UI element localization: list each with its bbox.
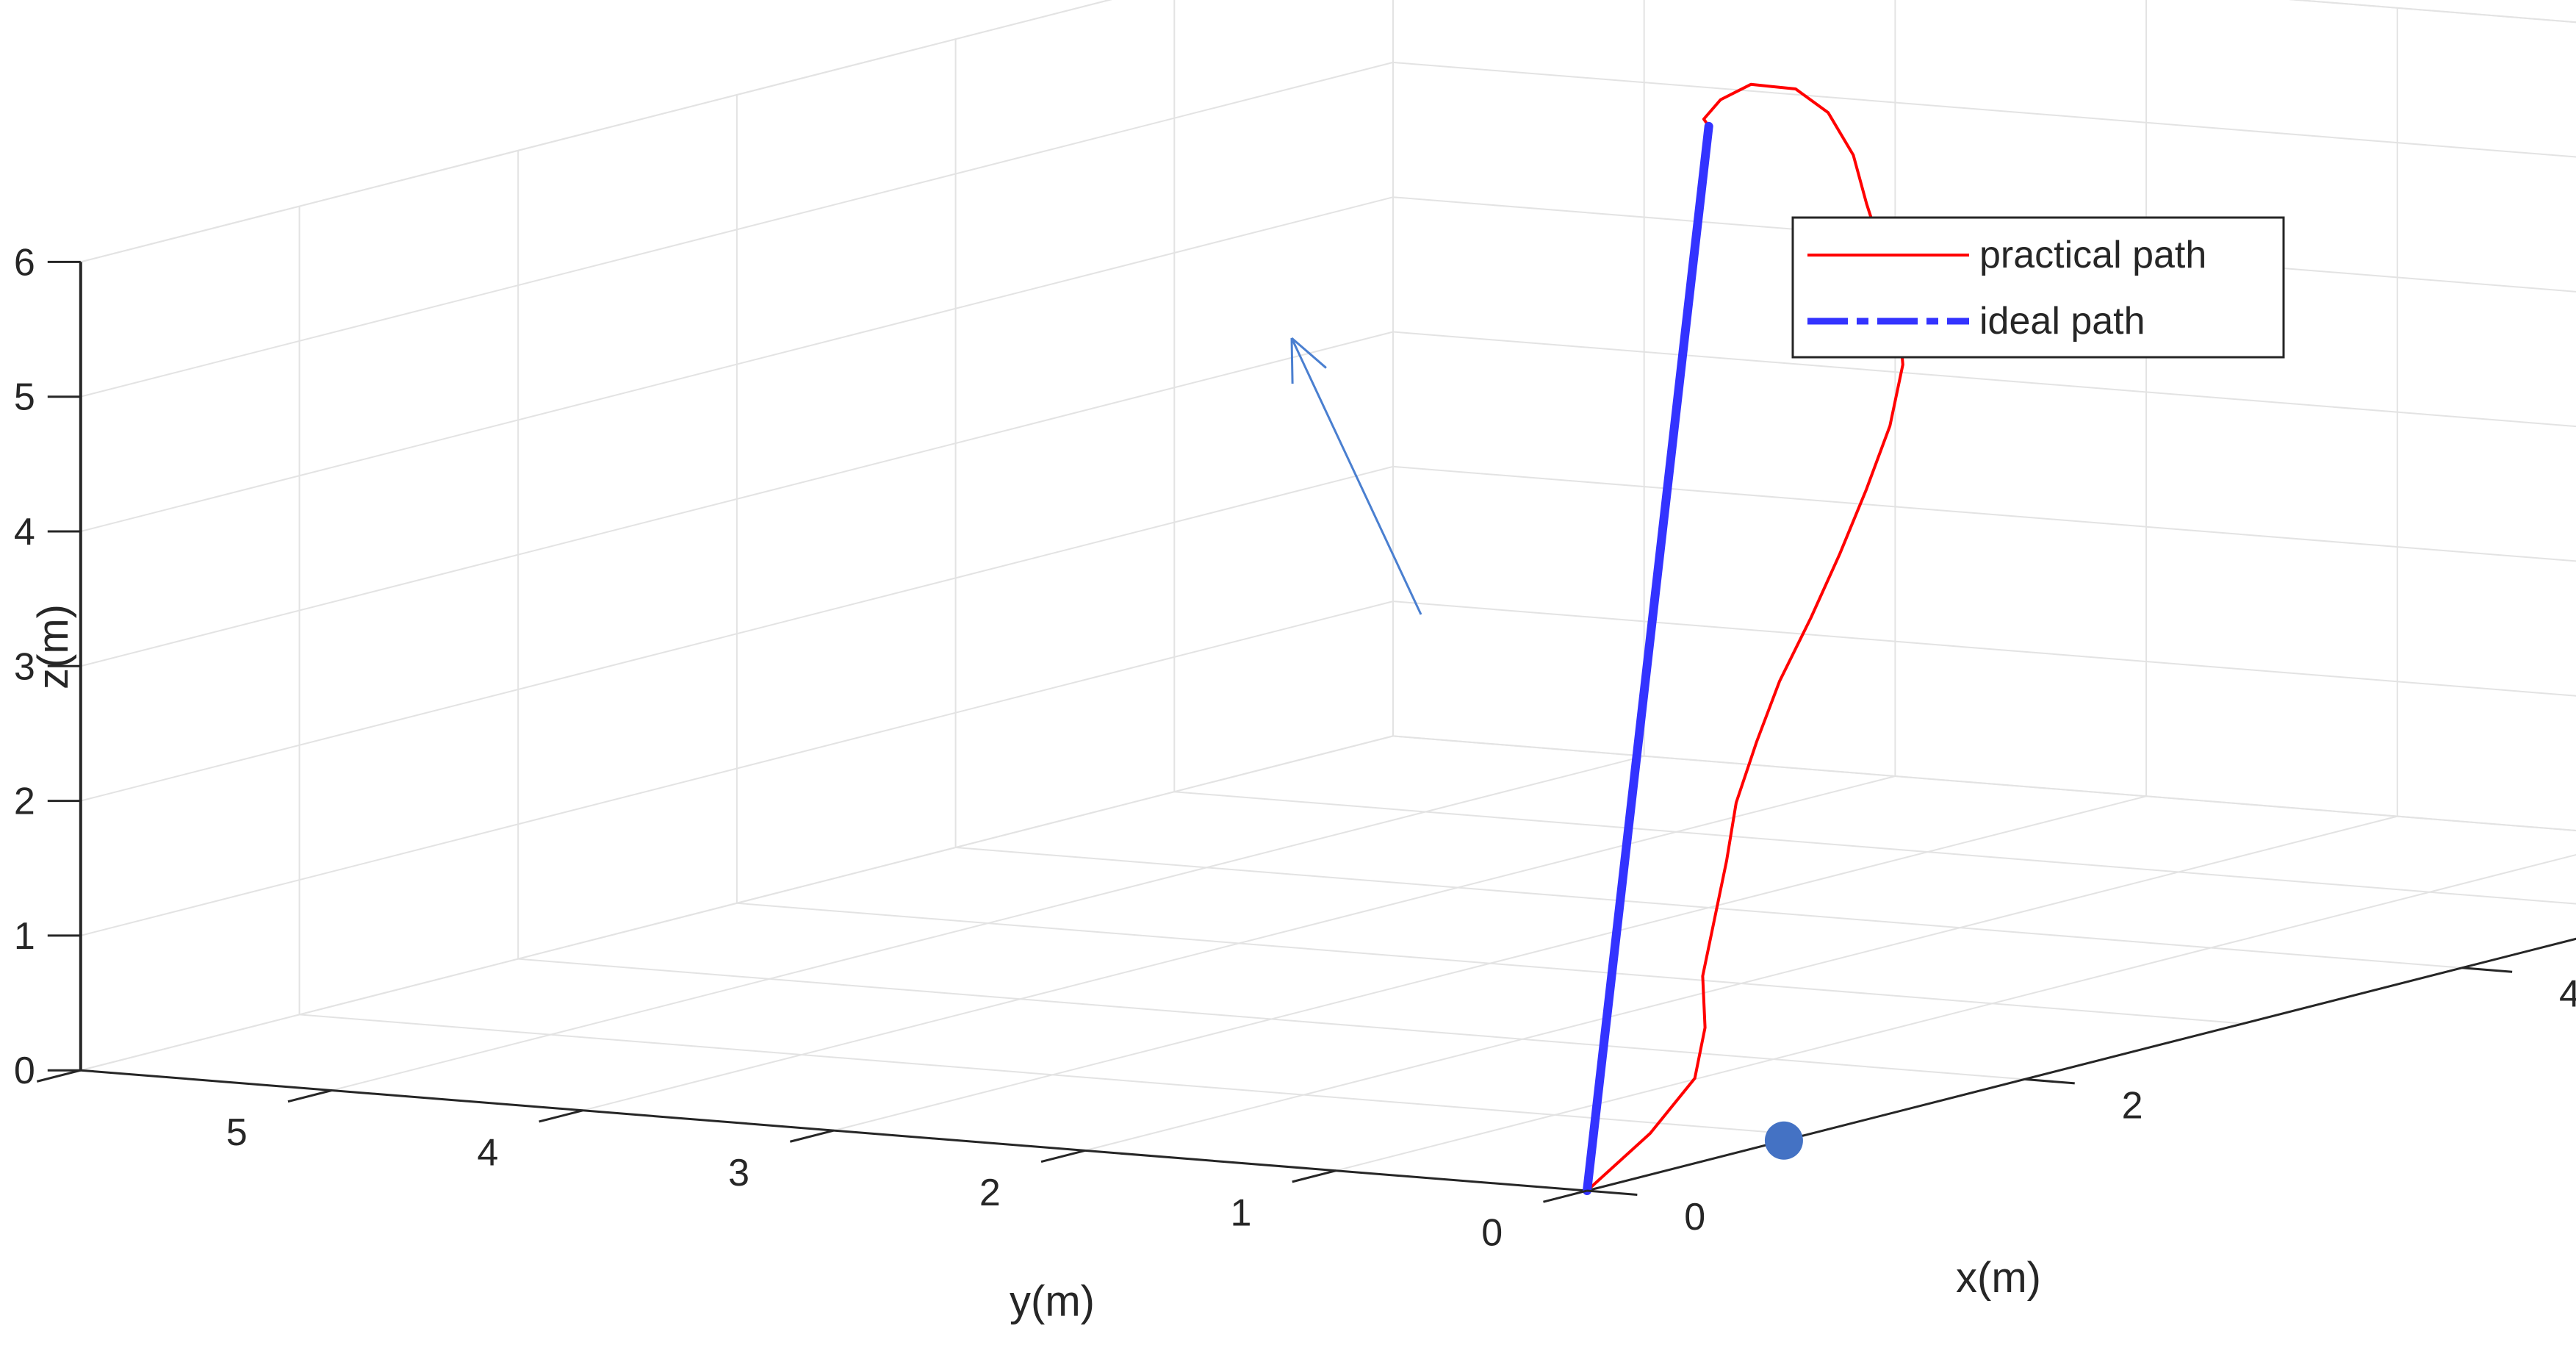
gridline-floor-y bbox=[1084, 815, 2398, 1152]
direction-arrow-shaft bbox=[1290, 337, 1422, 615]
y-tick-label: 2 bbox=[979, 1172, 1001, 1214]
x-axis-line bbox=[1586, 937, 2576, 1192]
gridline-floor-y bbox=[331, 755, 1644, 1091]
x-tick-label: 4 bbox=[2559, 973, 2576, 1016]
legend-box bbox=[1791, 216, 2285, 359]
gridline-floor-y bbox=[1336, 853, 2576, 1172]
series-line-practical-path bbox=[1586, 82, 1904, 1192]
z-tick-label: 2 bbox=[14, 781, 35, 823]
grid-layer bbox=[79, 0, 2576, 1191]
start-marker bbox=[1764, 1121, 1803, 1160]
tick-layer: 024601234560123456 bbox=[14, 241, 2576, 1255]
z-tick-label: 4 bbox=[14, 511, 35, 553]
gridline-side-wall-z bbox=[2289, 0, 2576, 24]
gridline-side-wall-z bbox=[1392, 465, 2576, 562]
z-axis-label: z(m) bbox=[29, 604, 77, 689]
direction-arrow-head bbox=[1291, 337, 1327, 369]
x-tick bbox=[2024, 1078, 2075, 1085]
z-tick-label: 3 bbox=[14, 645, 35, 688]
y-tick bbox=[1543, 1189, 1588, 1203]
x-tick-label: 0 bbox=[1684, 1196, 1705, 1238]
legend: practical path ideal path bbox=[1791, 216, 2285, 359]
y-tick bbox=[1292, 1169, 1336, 1183]
z-tick-label: 1 bbox=[14, 915, 35, 958]
gridline-back-wall-z bbox=[80, 465, 1394, 802]
box-edge-top-side bbox=[2289, 0, 2576, 24]
y-tick bbox=[789, 1129, 835, 1143]
y-axis-label: y(m) bbox=[1010, 1277, 1095, 1325]
y-tick bbox=[539, 1109, 583, 1123]
gridline-back-wall-z bbox=[80, 196, 1394, 532]
y-tick-label: 4 bbox=[477, 1132, 498, 1175]
box-edge-top-back bbox=[80, 0, 1112, 263]
series-line-ideal-path bbox=[1583, 121, 1713, 1195]
gridline-back-wall-z bbox=[80, 61, 1394, 398]
z-tick-label: 5 bbox=[14, 376, 35, 419]
series-layer bbox=[1583, 82, 1904, 1195]
x-axis-label: x(m) bbox=[1956, 1254, 2041, 1302]
gridline-back-wall-z bbox=[80, 735, 1394, 1072]
x-tick bbox=[1586, 1189, 1638, 1196]
gridline-side-wall-z bbox=[1392, 331, 2576, 428]
y-tick bbox=[36, 1069, 82, 1083]
gridline-floor-y bbox=[582, 775, 1896, 1111]
gridline-side-wall-z bbox=[1392, 61, 2576, 158]
gridline-side-wall-z bbox=[1392, 735, 2576, 832]
gridline-back-wall-z bbox=[80, 331, 1394, 667]
x-tick bbox=[2461, 967, 2513, 973]
z-tick-label: 6 bbox=[14, 241, 35, 284]
legend-label-practical-path: practical path bbox=[1979, 234, 2206, 276]
gridline-floor-y bbox=[833, 795, 2147, 1132]
legend-label-ideal-path: ideal path bbox=[1979, 300, 2145, 343]
y-tick-label: 3 bbox=[728, 1152, 749, 1194]
gridline-floor-x bbox=[1392, 735, 2576, 832]
y-tick-label: 0 bbox=[1481, 1212, 1503, 1255]
gridline-floor-y bbox=[1586, 938, 2576, 1191]
axis-box bbox=[79, 262, 2576, 1192]
z-tick-label: 0 bbox=[14, 1050, 35, 1092]
y-tick bbox=[1040, 1149, 1085, 1164]
annotation-layer bbox=[1290, 337, 1803, 1160]
gridline-back-wall-z bbox=[80, 600, 1394, 936]
gridline-side-wall-z bbox=[1392, 600, 2576, 697]
x-tick-label: 2 bbox=[2122, 1084, 2143, 1127]
y-tick-label: 1 bbox=[1231, 1191, 1252, 1234]
y-tick-label: 5 bbox=[226, 1111, 248, 1154]
y-tick bbox=[287, 1089, 332, 1103]
gridline-floor-x bbox=[1174, 791, 2576, 905]
